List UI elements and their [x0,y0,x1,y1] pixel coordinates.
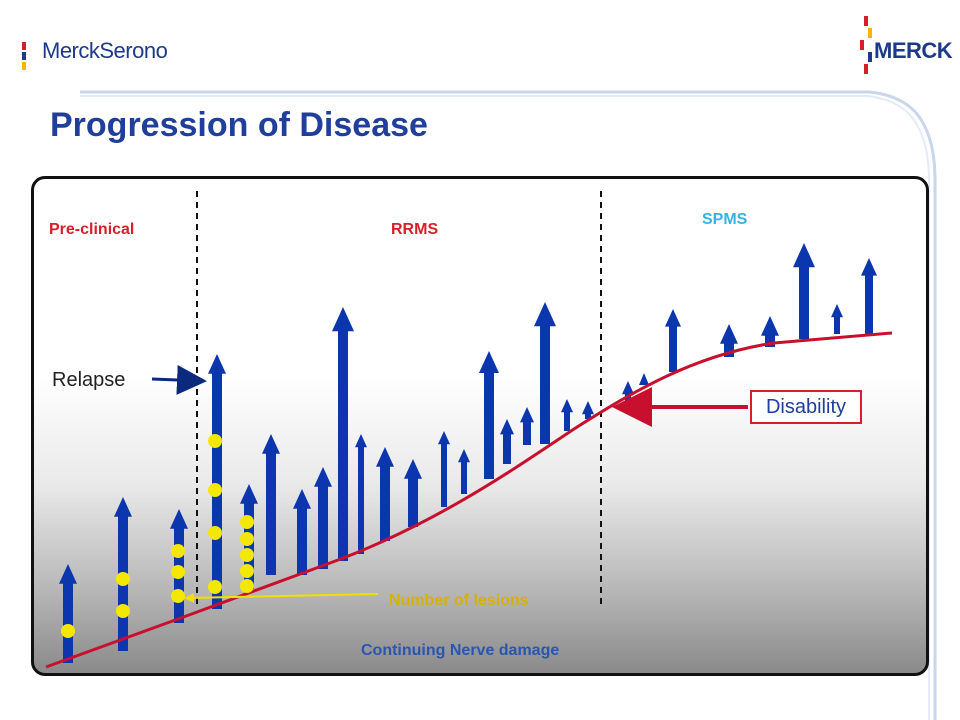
lesion-pointer-icon [185,593,379,599]
lesions-label: Number of lesions [389,592,529,609]
disability-label: Disability [750,390,862,424]
relapse-arrow-icon [458,449,470,494]
lesion-dot-icon [208,526,222,540]
relapse-arrow-icon [793,243,815,339]
relapse-arrow-icon [438,431,450,507]
merck-logo: MERCK [856,14,953,80]
lesion-dot-icon [240,564,254,578]
relapse-arrow-icon [831,304,843,334]
lesion-pointer-head-icon [184,593,194,603]
relapse-arrow-icon [500,419,514,464]
lesion-dot-icon [116,604,130,618]
lesion-dot-icon [208,483,222,497]
lesion-dot-icon [208,434,222,448]
relapse-arrow-icon [582,401,594,419]
lesion-dot-icon [171,565,185,579]
relapse-arrow-icon [861,258,877,334]
lesion-dot-icon [208,580,222,594]
relapse-arrow-icon [534,302,556,444]
merck-logo-text: MERCK [874,38,953,63]
relapse-arrow-icon [639,373,649,385]
lesion-dot-icon [171,544,185,558]
relapse-arrow-icon [314,467,332,569]
lesion-dot-icon [240,532,254,546]
lesion-dot-icon [61,624,75,638]
relapse-arrow-icon [520,407,534,445]
diagram-panel: Pre-clinical RRMS SPMS Relapse Disabilit… [31,176,929,676]
lesion-dot-icon [171,589,185,603]
relapse-arrow-icon [720,324,738,357]
merck-serono-logo-text: MerckSerono [42,38,168,63]
lesion-dot-icon [240,515,254,529]
relapse-arrow-icon [355,434,367,554]
relapse-arrow-icon [208,354,226,609]
progression-diagram [45,191,893,669]
merck-logo-mark-icon [860,16,872,74]
lesion-dot-icon [116,572,130,586]
relapse-arrow-icon [332,307,354,561]
phase-label-preclinical: Pre-clinical [49,221,135,238]
relapse-arrow-icon [59,564,77,663]
relapse-label: Relapse [52,369,126,391]
relapse-arrow-icon [479,351,499,479]
relapse-arrow-icon [404,459,422,527]
nerve-damage-label: Continuing Nerve damage [361,642,560,659]
lesion-dot-icon [240,579,254,593]
relapse-arrow-icon [262,434,280,575]
relapse-arrow-icon [376,447,394,541]
phase-label-rrms: RRMS [391,221,439,238]
relapse-arrow-icon [293,489,311,575]
disability-curve [45,331,893,669]
lesion-dot-icon [240,548,254,562]
relapse-arrow-icon [665,309,681,372]
phase-label-spms: SPMS [702,211,748,228]
page-title: Progression of Disease [50,106,428,144]
relapse-arrow-icon [561,399,573,431]
relapse-pointer-icon [151,364,207,395]
